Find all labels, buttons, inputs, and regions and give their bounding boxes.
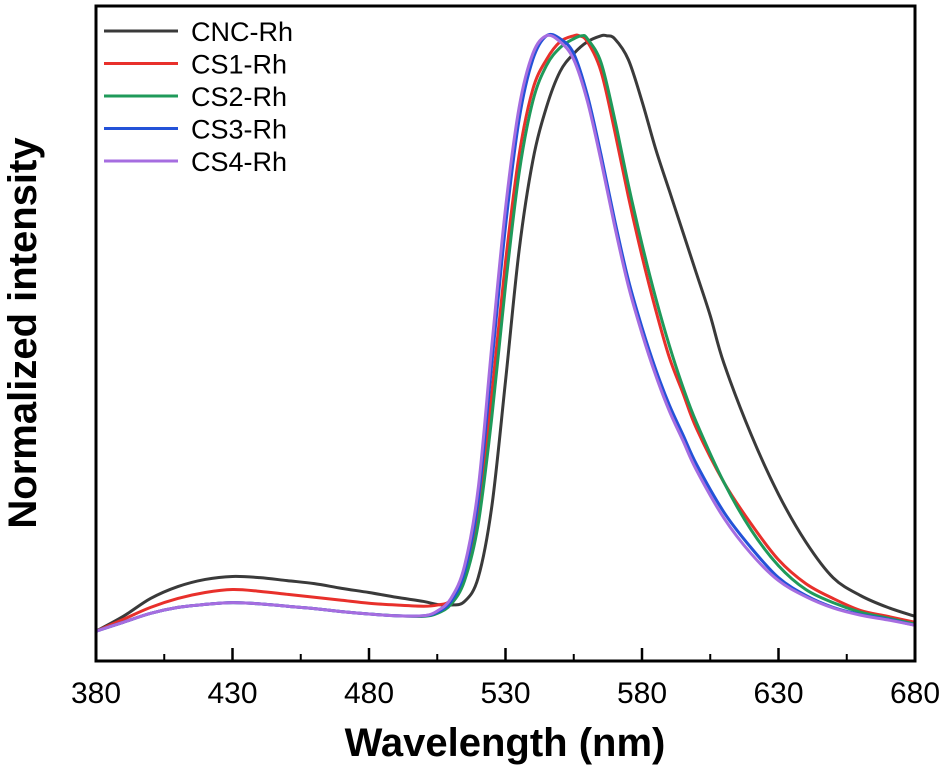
series-layer bbox=[96, 32, 915, 633]
x-tick-label: 480 bbox=[344, 677, 394, 710]
x-tick-label: 630 bbox=[753, 677, 803, 710]
legend-label-cs3-rh: CS3-Rh bbox=[191, 115, 287, 145]
legend-label-cs2-rh: CS2-Rh bbox=[191, 82, 287, 112]
x-tick-label: 580 bbox=[617, 677, 667, 710]
series-line-cnc-rh bbox=[96, 33, 915, 633]
legend-label-cs4-rh: CS4-Rh bbox=[191, 147, 287, 177]
x-tick-label: 680 bbox=[890, 677, 940, 710]
legend-label-cs1-rh: CS1-Rh bbox=[191, 50, 287, 80]
series-line-cs4-rh bbox=[96, 33, 915, 633]
x-tick-label: 530 bbox=[480, 677, 530, 710]
x-axis: 380 430 480 530 580 630 680 bbox=[71, 648, 940, 710]
x-tick-label: 430 bbox=[207, 677, 257, 710]
x-axis-title: Wavelength (nm) bbox=[345, 721, 666, 765]
legend-label-cnc-rh: CNC-Rh bbox=[191, 17, 293, 47]
x-tick-label: 380 bbox=[71, 677, 121, 710]
y-axis-title: Normalized intensity bbox=[1, 137, 45, 529]
